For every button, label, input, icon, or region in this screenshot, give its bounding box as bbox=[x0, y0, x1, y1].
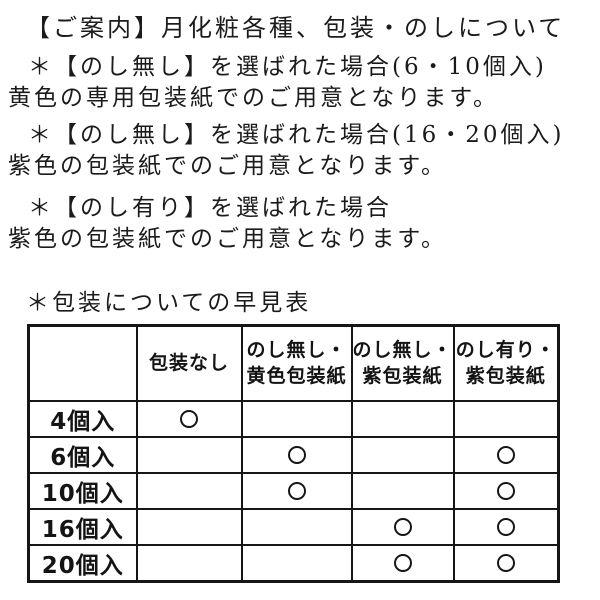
row-label: 10個入 bbox=[27, 471, 138, 510]
circle-mark bbox=[496, 554, 515, 573]
row-label: 4個入 bbox=[27, 399, 138, 438]
table-cell bbox=[240, 399, 353, 438]
table-cell bbox=[240, 471, 353, 510]
table-cell bbox=[350, 471, 455, 510]
note-result: 黄色の専用包装紙でのご用意となります。 bbox=[8, 85, 500, 111]
row-label: 6個入 bbox=[27, 435, 138, 474]
table-row-6pack: 6個入 bbox=[27, 435, 560, 474]
table-cell bbox=[350, 543, 455, 582]
note-result: 紫色の包装紙でのご用意となります。 bbox=[8, 226, 448, 252]
table-cell bbox=[452, 471, 560, 510]
row-label: 16個入 bbox=[27, 507, 138, 546]
table-cell bbox=[350, 399, 455, 438]
table-cell bbox=[452, 543, 560, 582]
table-cell bbox=[135, 435, 243, 474]
note-condition: ＊【のし無し】を選ばれた場合(6・10個入) bbox=[28, 54, 547, 80]
circle-mark bbox=[287, 446, 306, 465]
table-header-row: 包装なし のし無し・ 黄色包装紙 のし無し・ 紫包装紙 のし有り・ 紫包装紙 bbox=[27, 324, 560, 402]
header-cell-no-noshi-yellow: のし無し・ 黄色包装紙 bbox=[240, 324, 353, 402]
table-row-10pack: 10個入 bbox=[27, 471, 560, 510]
table-cell bbox=[452, 399, 560, 438]
table-cell bbox=[350, 507, 455, 546]
header-cell-no-noshi-purple: のし無し・ 紫包装紙 bbox=[350, 324, 455, 402]
table-cell bbox=[240, 507, 353, 546]
table-caption: ＊包装についての早見表 bbox=[26, 290, 312, 316]
note-result: 紫色の包装紙でのご用意となります。 bbox=[8, 153, 448, 179]
circle-mark bbox=[180, 410, 198, 429]
table-cell bbox=[135, 543, 243, 582]
note-condition: ＊【のし無し】を選ばれた場合(16・20個入) bbox=[28, 122, 565, 148]
circle-mark bbox=[287, 482, 306, 501]
table-cell bbox=[135, 471, 243, 510]
table-cell bbox=[135, 507, 243, 546]
circle-mark bbox=[496, 446, 515, 465]
table-cell bbox=[350, 435, 455, 474]
table-cell bbox=[135, 399, 243, 438]
note-block-no-noshi-small: ＊【のし無し】を選ばれた場合(6・10個入) 黄色の専用包装紙でのご用意となりま… bbox=[0, 52, 547, 114]
circle-mark bbox=[496, 482, 515, 501]
page-title: 【ご案内】月化粧各種、包装・のしについて bbox=[26, 14, 566, 42]
row-label: 20個入 bbox=[27, 543, 138, 582]
circle-mark bbox=[393, 554, 412, 573]
note-condition: ＊【のし有り】を選ばれた場合 bbox=[28, 195, 392, 221]
table-cell bbox=[240, 543, 353, 582]
table-row-20pack: 20個入 bbox=[27, 543, 560, 582]
header-cell-noshi-purple: のし有り・ 紫包装紙 bbox=[452, 324, 560, 402]
table-row-4pack: 4個入 bbox=[27, 399, 560, 438]
note-block-no-noshi-large: ＊【のし無し】を選ばれた場合(16・20個入) 紫色の包装紙でのご用意となります… bbox=[0, 120, 564, 182]
table-cell bbox=[452, 507, 560, 546]
header-cell-empty bbox=[27, 324, 138, 402]
circle-mark bbox=[496, 518, 515, 537]
table-row-16pack: 16個入 bbox=[27, 507, 560, 546]
header-cell-no-wrap: 包装なし bbox=[135, 324, 243, 402]
table-cell bbox=[452, 435, 560, 474]
circle-mark bbox=[393, 518, 412, 537]
table-cell bbox=[240, 435, 353, 474]
note-block-with-noshi: ＊【のし有り】を選ばれた場合 紫色の包装紙でのご用意となります。 bbox=[0, 193, 447, 255]
packaging-quick-reference-table: 包装なし のし無し・ 黄色包装紙 のし無し・ 紫包装紙 のし有り・ 紫包装紙 4… bbox=[27, 324, 560, 583]
